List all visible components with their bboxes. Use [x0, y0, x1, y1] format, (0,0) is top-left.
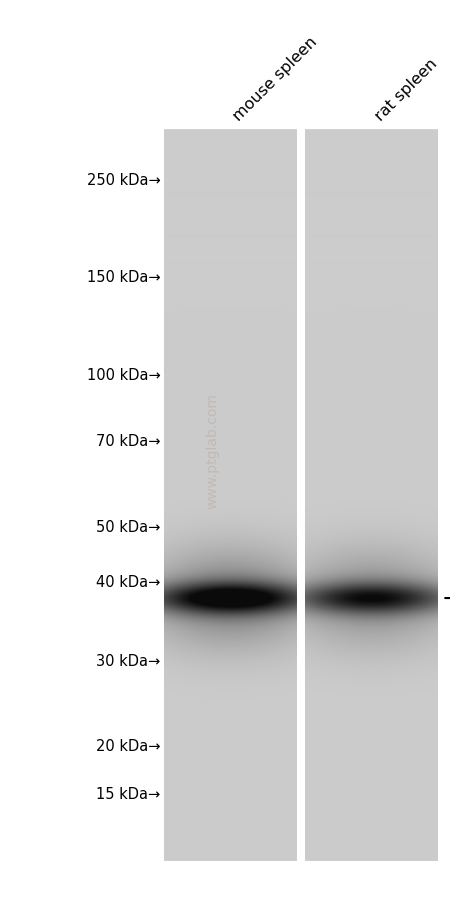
- Text: www.ptglab.com: www.ptglab.com: [206, 393, 220, 509]
- Text: 20 kDa→: 20 kDa→: [96, 739, 161, 753]
- Text: 50 kDa→: 50 kDa→: [96, 520, 161, 534]
- Text: 150 kDa→: 150 kDa→: [87, 270, 161, 284]
- Text: 15 kDa→: 15 kDa→: [96, 786, 161, 801]
- Text: rat spleen: rat spleen: [372, 56, 440, 124]
- Text: 70 kDa→: 70 kDa→: [96, 434, 161, 449]
- Text: 100 kDa→: 100 kDa→: [87, 368, 161, 383]
- Text: mouse spleen: mouse spleen: [231, 34, 320, 124]
- Text: 40 kDa→: 40 kDa→: [96, 574, 161, 589]
- Text: 250 kDa→: 250 kDa→: [87, 173, 161, 188]
- Text: 30 kDa→: 30 kDa→: [96, 654, 161, 668]
